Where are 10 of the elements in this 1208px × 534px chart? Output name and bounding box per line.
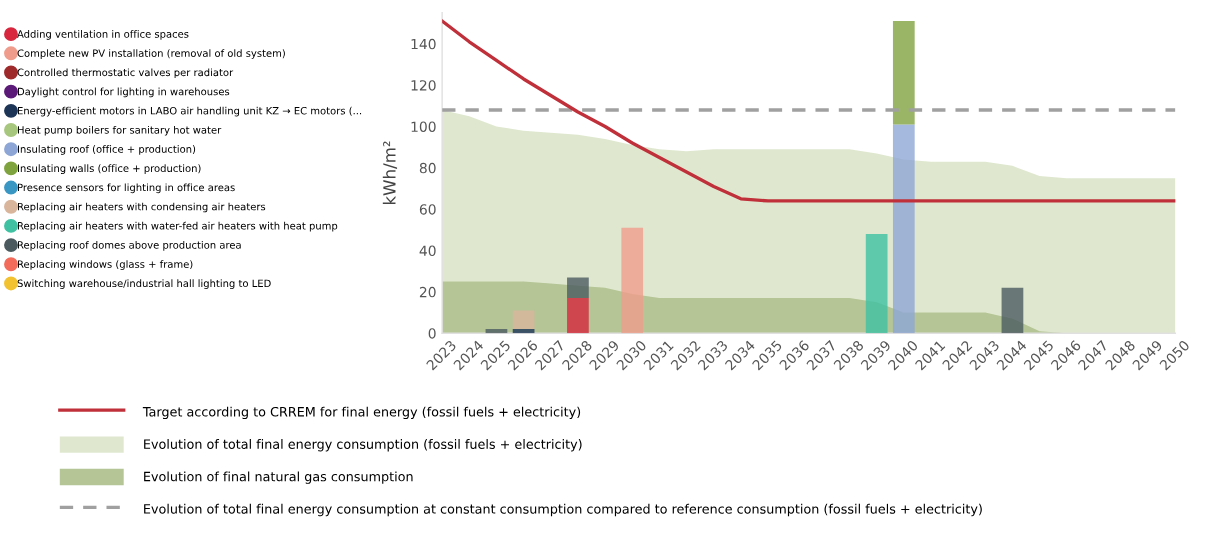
bar (567, 277, 589, 299)
bar (892, 124, 915, 334)
bar (621, 227, 644, 334)
bar (1001, 287, 1024, 334)
bar (512, 310, 535, 330)
bar (865, 234, 888, 334)
bar (567, 298, 589, 334)
y-axis-title: kWh/m² (382, 141, 398, 205)
bar (892, 21, 915, 125)
line-series (442, 19, 1176, 203)
